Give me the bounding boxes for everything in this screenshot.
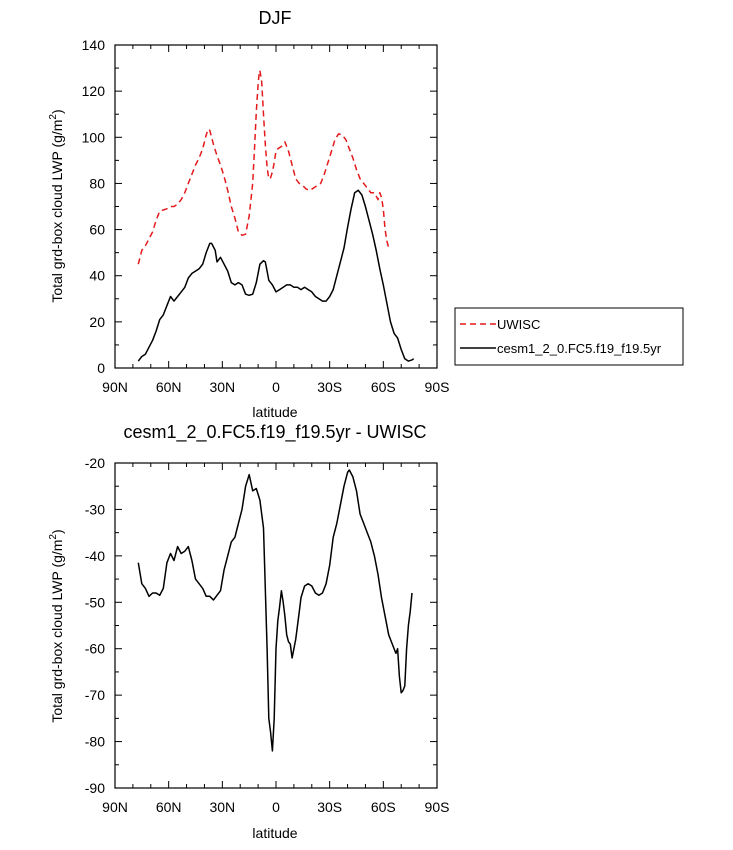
x-tick-label: 0 — [272, 799, 280, 815]
legend-label-cesm: cesm1_2_0.FC5.f19_f19.5yr — [497, 341, 662, 356]
x-tick-label: 60S — [371, 799, 396, 815]
x-tick-label: 30S — [317, 799, 342, 815]
x-tick-label: 60N — [156, 799, 182, 815]
y-tick-label: 20 — [89, 314, 105, 330]
y-tick-label: 40 — [89, 268, 105, 284]
x-tick-label: 30S — [317, 379, 342, 395]
x-tick-label: 0 — [272, 379, 280, 395]
panel-bottom-xlabel: latitude — [252, 825, 297, 841]
x-tick-label: 60N — [156, 379, 182, 395]
panel-bottom-frame — [114, 462, 438, 789]
panel-top-xlabel: latitude — [252, 404, 297, 420]
x-tick-label: 90N — [102, 799, 128, 815]
series-line-difference — [137, 469, 413, 752]
y-tick-label: 60 — [89, 222, 105, 238]
y-tick-label: -80 — [85, 734, 105, 750]
y-tick-label: 120 — [82, 83, 106, 99]
panel-top-frame — [114, 44, 438, 369]
legend-box — [454, 307, 684, 366]
y-tick-label: 100 — [82, 129, 106, 145]
x-tick-label: 60S — [371, 379, 396, 395]
series-line-uwisc — [137, 69, 390, 265]
y-tick-label: -70 — [85, 687, 105, 703]
y-tick-label: -90 — [85, 780, 105, 796]
y-tick-label: -50 — [85, 594, 105, 610]
x-tick-label: 90N — [102, 379, 128, 395]
panel-bottom-ylabel: Total grd-box cloud LWP (g/m2) — [48, 529, 65, 722]
y-tick-label: -20 — [85, 455, 105, 471]
panel-top-ylabel: Total grd-box cloud LWP (g/m2) — [48, 109, 65, 302]
legend: UWISC cesm1_2_0.FC5.f19_f19.5yr — [454, 307, 684, 366]
y-tick-label: -40 — [85, 548, 105, 564]
x-tick-label: 30N — [209, 799, 235, 815]
y-tick-label: 0 — [97, 360, 105, 376]
y-tick-label: -60 — [85, 641, 105, 657]
panel-bottom-title: cesm1_2_0.FC5.f19_f19.5yr - UWISC — [123, 422, 426, 443]
x-tick-label: 90S — [425, 799, 450, 815]
panel-bottom: cesm1_2_0.FC5.f19_f19.5yr - UWISC 90N 60N… — [48, 422, 449, 841]
panel-top: DJF 90N 60N 30N 0 30S 60S 90S 0 20 40 60 80 100 120 14… — [48, 8, 684, 420]
legend-label-uwisc: UWISC — [497, 317, 540, 332]
y-tick-label: 140 — [82, 37, 106, 53]
y-tick-label: 80 — [89, 175, 105, 191]
y-tick-label: -30 — [85, 501, 105, 517]
panel-top-title: DJF — [259, 8, 292, 28]
series-line-cesm1-2-0-fc5-f19-f19-5yr — [137, 189, 415, 362]
x-tick-label: 90S — [425, 379, 450, 395]
x-tick-label: 30N — [209, 379, 235, 395]
